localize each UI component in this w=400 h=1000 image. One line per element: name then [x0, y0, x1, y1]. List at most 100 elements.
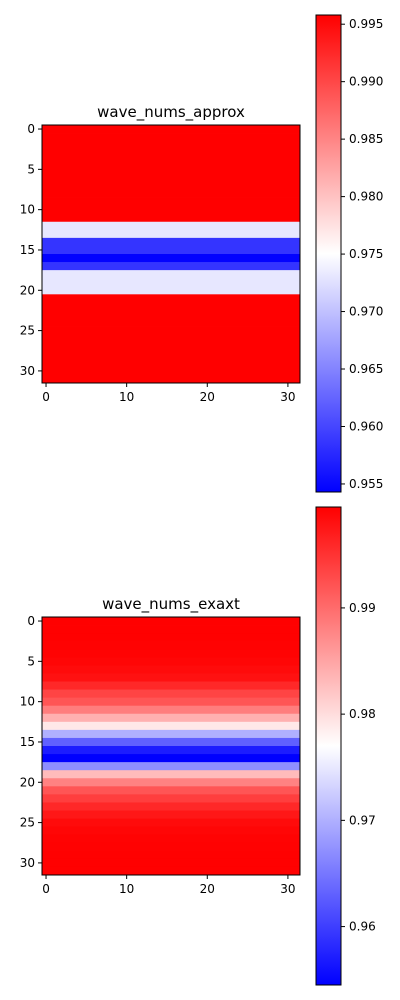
heatmap-row	[42, 842, 300, 852]
x-tick-label: 20	[200, 390, 215, 404]
heatmap-row	[42, 697, 300, 707]
heatmap-row	[42, 617, 300, 626]
heatmap-row	[42, 729, 300, 739]
heatmap-row	[42, 205, 300, 215]
colorbar-tick-label: 0.98	[349, 707, 376, 721]
colorbar-gradient	[315, 14, 342, 493]
x-tick-label: 30	[280, 882, 295, 896]
heatmap-row	[42, 850, 300, 860]
heatmap-row	[42, 229, 300, 239]
colorbar-tick-label: 0.985	[349, 132, 383, 146]
heatmap-row	[42, 165, 300, 174]
x-tick-label: 20	[200, 882, 215, 896]
heatmap-row	[42, 141, 300, 150]
heatmap-row	[42, 302, 300, 311]
heatmap-row	[42, 181, 300, 190]
heatmap-row	[42, 625, 300, 634]
y-tick-label: 10	[20, 695, 35, 709]
colorbar-tick-label: 0.96	[349, 920, 376, 934]
y-tick-label: 25	[20, 324, 35, 338]
heatmap-row	[42, 770, 300, 779]
heatmap-row	[42, 665, 300, 674]
heatmap-row	[42, 794, 300, 803]
y-tick-label: 25	[20, 816, 35, 830]
heatmap-row	[42, 326, 300, 336]
heatmap-row	[42, 366, 300, 376]
y-tick-label: 20	[20, 283, 35, 297]
heatmap-row	[42, 802, 300, 811]
heatmap-row	[42, 818, 300, 828]
heatmap-row	[42, 350, 300, 360]
y-tick-label: 0	[27, 122, 35, 136]
heatmap-row	[42, 254, 300, 263]
heatmap-row	[42, 810, 300, 819]
heatmap-row	[42, 866, 300, 876]
y-tick-label: 30	[20, 856, 35, 870]
x-tick-label: 30	[280, 390, 295, 404]
colorbar-gradient	[315, 506, 342, 986]
y-tick-label: 10	[20, 203, 35, 217]
x-tick-label: 0	[42, 390, 50, 404]
colorbar-tick-label: 0.980	[349, 190, 383, 204]
heatmap-row	[42, 826, 300, 836]
heatmap-row	[42, 213, 300, 223]
heatmap-row	[42, 294, 300, 303]
heatmap-row	[42, 633, 300, 642]
heatmap-row	[42, 834, 300, 844]
heatmap-row	[42, 221, 300, 231]
heatmap-row	[42, 278, 300, 287]
heatmap-row	[42, 189, 300, 198]
colorbar-tick-label: 0.97	[349, 813, 376, 827]
colorbar-tick-label: 0.990	[349, 75, 383, 89]
heatmap-row	[42, 689, 300, 699]
x-tick-label: 0	[42, 882, 50, 896]
heatmap-row	[42, 262, 300, 271]
colorbar-tick-label: 0.960	[349, 419, 383, 433]
colorbar-tick-label: 0.99	[349, 601, 376, 615]
heatmap-row	[42, 237, 300, 247]
heatmap-row	[42, 334, 300, 344]
colorbar: 0.955 0.960 0.965 0.970 0.975 0.980 0.985 0.990…	[315, 14, 383, 493]
heatmap-frame	[41, 124, 301, 384]
x-tick-label: 10	[119, 390, 134, 404]
heatmap-row	[42, 245, 300, 255]
heatmap-row	[42, 342, 300, 352]
y-tick-label: 5	[27, 162, 35, 176]
heatmap-row	[42, 754, 300, 763]
heatmap-row	[42, 374, 300, 384]
heatmap-row	[42, 746, 300, 755]
heatmap-row	[42, 737, 300, 747]
y-tick-label: 15	[20, 735, 35, 749]
heatmap-row	[42, 778, 300, 787]
y-tick-label: 30	[20, 364, 35, 378]
heatmap-row	[42, 270, 300, 279]
panel-approx: wave_nums_approx 0 10 20 30 0 5 10 15 20 25 30 0.…	[20, 14, 383, 493]
colorbar-tick-label: 0.975	[349, 247, 383, 261]
colorbar-tick-label: 0.955	[349, 477, 383, 491]
heatmap-row	[42, 713, 300, 723]
heatmap-row	[42, 705, 300, 715]
x-axis-ticks: 0 10 20 30	[42, 875, 296, 896]
y-axis-ticks: 0 5 10 15 20 25 30	[20, 614, 42, 870]
heatmap-row	[42, 149, 300, 158]
colorbar-tick-label: 0.965	[349, 362, 383, 376]
heatmap-row	[42, 173, 300, 182]
heatmap-row	[42, 786, 300, 795]
y-tick-label: 5	[27, 654, 35, 668]
heatmap-row	[42, 197, 300, 207]
heatmap-row	[42, 673, 300, 682]
y-tick-label: 20	[20, 775, 35, 789]
heatmap-row	[42, 318, 300, 327]
colorbar-tick-label: 0.995	[349, 17, 383, 31]
heatmap-cells	[42, 125, 300, 384]
panel-title: wave_nums_approx	[97, 103, 245, 122]
heatmap-row	[42, 125, 300, 134]
heatmap-row	[42, 641, 300, 650]
x-tick-label: 10	[119, 882, 134, 896]
heatmap-row	[42, 681, 300, 690]
y-tick-label: 0	[27, 614, 35, 628]
panel-exact: wave_nums_exaxt 0 10 20 30 0 5 10 15 20 25 30 0.9…	[20, 506, 376, 986]
heatmap-cells	[42, 617, 300, 876]
x-axis-ticks: 0 10 20 30	[42, 383, 296, 404]
